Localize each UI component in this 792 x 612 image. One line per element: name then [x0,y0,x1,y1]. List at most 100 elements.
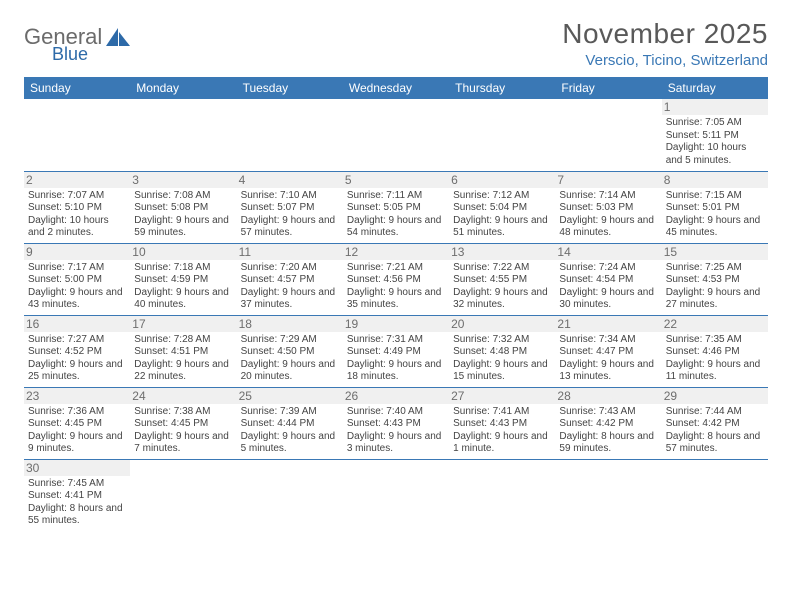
day-info: Sunrise: 7:15 AMSunset: 5:01 PMDaylight:… [666,190,764,240]
day-number: 8 [662,172,768,188]
calendar-cell: 20Sunrise: 7:32 AMSunset: 4:48 PMDayligh… [449,315,555,387]
calendar-cell [343,459,449,531]
day-info: Sunrise: 7:20 AMSunset: 4:57 PMDaylight:… [241,262,339,312]
calendar-cell: 2Sunrise: 7:07 AMSunset: 5:10 PMDaylight… [24,171,130,243]
calendar-cell [555,459,661,531]
day-number: 9 [24,244,130,260]
day-header: Friday [555,77,661,99]
day-number: 17 [130,316,236,332]
day-number: 20 [449,316,555,332]
day-info: Sunrise: 7:12 AMSunset: 5:04 PMDaylight:… [453,190,551,240]
calendar-cell: 19 Sunrise: 7:31 AMSunset: 4:49 PMDayligh… [343,315,449,387]
calendar-cell: 1 Sunrise: 7:05 AMSunset: 5:11 PMDaylight… [662,99,768,171]
day-info: Sunrise: 7:36 AMSunset: 4:45 PMDaylight:… [28,406,126,456]
day-header: Thursday [449,77,555,99]
day-number: 23 [24,388,130,404]
day-number: 27 [449,388,555,404]
day-number: 19 [343,316,449,332]
calendar-cell: 14Sunrise: 7:24 AMSunset: 4:54 PMDayligh… [555,243,661,315]
day-info: Sunrise: 7:43 AMSunset: 4:42 PMDaylight:… [559,406,657,456]
calendar-cell: 24 Sunrise: 7:38 AMSunset: 4:45 PMDayligh… [130,387,236,459]
calendar-cell: 5 Sunrise: 7:11 AMSunset: 5:05 PMDaylight… [343,171,449,243]
calendar-cell: 13Sunrise: 7:22 AMSunset: 4:55 PMDayligh… [449,243,555,315]
calendar-cell [130,459,236,531]
day-number: 28 [555,388,661,404]
day-info: Sunrise: 7:18 AMSunset: 4:59 PMDaylight:… [134,262,232,312]
calendar-cell: 28 Sunrise: 7:43 AMSunset: 4:42 PMDayligh… [555,387,661,459]
day-info: Sunrise: 7:24 AMSunset: 4:54 PMDaylight:… [559,262,657,312]
calendar-cell: 18Sunrise: 7:29 AMSunset: 4:50 PMDayligh… [237,315,343,387]
calendar-cell: 22 Sunrise: 7:35 AMSunset: 4:46 PMDayligh… [662,315,768,387]
day-header: Wednesday [343,77,449,99]
day-header: Tuesday [237,77,343,99]
day-info: Sunrise: 7:34 AMSunset: 4:47 PMDaylight:… [559,334,657,384]
day-info: Sunrise: 7:14 AMSunset: 5:03 PMDaylight:… [559,190,657,240]
day-info: Sunrise: 7:08 AMSunset: 5:08 PMDaylight:… [134,190,232,240]
day-number: 29 [662,388,768,404]
title-block: November 2025 Verscio, Ticino, Switzerla… [562,18,768,69]
day-number: 1 [662,99,768,115]
day-number: 11 [237,244,343,260]
calendar-cell: 9 Sunrise: 7:17 AMSunset: 5:00 PMDaylight… [24,243,130,315]
logo: General Blue [24,24,132,65]
day-number: 13 [449,244,555,260]
calendar-cell [130,99,236,171]
calendar-cell: 10 Sunrise: 7:18 AMSunset: 4:59 PMDayligh… [130,243,236,315]
calendar-cell: 4 Sunrise: 7:10 AMSunset: 5:07 PMDaylight… [237,171,343,243]
calendar-cell: 15Sunrise: 7:25 AMSunset: 4:53 PMDayligh… [662,243,768,315]
day-number: 10 [130,244,236,260]
day-number: 30 [24,460,130,476]
day-info: Sunrise: 7:31 AMSunset: 4:49 PMDaylight:… [347,334,445,384]
day-number: 12 [343,244,449,260]
day-info: Sunrise: 7:45 AMSunset: 4:41 PMDaylight:… [28,478,126,528]
day-header: Sunday [24,77,130,99]
day-info: Sunrise: 7:28 AMSunset: 4:51 PMDaylight:… [134,334,232,384]
day-number: 2 [24,172,130,188]
day-number: 24 [130,388,236,404]
day-header: Monday [130,77,236,99]
day-number: 25 [237,388,343,404]
calendar-cell: 6 Sunrise: 7:12 AMSunset: 5:04 PMDaylight… [449,171,555,243]
day-info: Sunrise: 7:41 AMSunset: 4:43 PMDaylight:… [453,406,551,456]
day-info: Sunrise: 7:35 AMSunset: 4:46 PMDaylight:… [666,334,764,384]
day-number: 26 [343,388,449,404]
logo-sail-icon [104,26,132,48]
calendar-cell: 16Sunrise: 7:27 AMSunset: 4:52 PMDayligh… [24,315,130,387]
day-info: Sunrise: 7:17 AMSunset: 5:00 PMDaylight:… [28,262,126,312]
calendar-head: SundayMondayTuesdayWednesdayThursdayFrid… [24,77,768,99]
calendar-cell [237,99,343,171]
day-number: 18 [237,316,343,332]
calendar-cell: 23 Sunrise: 7:36 AMSunset: 4:45 PMDayligh… [24,387,130,459]
day-info: Sunrise: 7:10 AMSunset: 5:07 PMDaylight:… [241,190,339,240]
day-number: 6 [449,172,555,188]
day-info: Sunrise: 7:40 AMSunset: 4:43 PMDaylight:… [347,406,445,456]
calendar-cell: 25Sunrise: 7:39 AMSunset: 4:44 PMDayligh… [237,387,343,459]
calendar-cell: 7 Sunrise: 7:14 AMSunset: 5:03 PMDaylight… [555,171,661,243]
calendar-cell: 21 Sunrise: 7:34 AMSunset: 4:47 PMDayligh… [555,315,661,387]
calendar-cell [449,459,555,531]
day-number: 4 [237,172,343,188]
day-number: 21 [555,316,661,332]
day-info: Sunrise: 7:44 AMSunset: 4:42 PMDaylight:… [666,406,764,456]
calendar-table: SundayMondayTuesdayWednesdayThursdayFrid… [24,77,768,531]
day-number: 15 [662,244,768,260]
day-number: 3 [130,172,236,188]
day-number: 7 [555,172,661,188]
calendar-cell: 11 Sunrise: 7:20 AMSunset: 4:57 PMDayligh… [237,243,343,315]
location: Verscio, Ticino, Switzerland [562,52,768,69]
month-title: November 2025 [562,18,768,50]
calendar-cell [343,99,449,171]
calendar-cell: 17 Sunrise: 7:28 AMSunset: 4:51 PMDayligh… [130,315,236,387]
day-number: 22 [662,316,768,332]
day-info: Sunrise: 7:38 AMSunset: 4:45 PMDaylight:… [134,406,232,456]
day-number: 5 [343,172,449,188]
calendar-cell: 29 Sunrise: 7:44 AMSunset: 4:42 PMDayligh… [662,387,768,459]
calendar-cell: 8 Sunrise: 7:15 AMSunset: 5:01 PMDaylight… [662,171,768,243]
calendar-cell: 3 Sunrise: 7:08 AMSunset: 5:08 PMDaylight… [130,171,236,243]
day-info: Sunrise: 7:11 AMSunset: 5:05 PMDaylight:… [347,190,445,240]
day-info: Sunrise: 7:05 AMSunset: 5:11 PMDaylight:… [666,117,764,167]
day-number: 16 [24,316,130,332]
day-info: Sunrise: 7:21 AMSunset: 4:56 PMDaylight:… [347,262,445,312]
day-header: Saturday [662,77,768,99]
calendar-cell [24,99,130,171]
